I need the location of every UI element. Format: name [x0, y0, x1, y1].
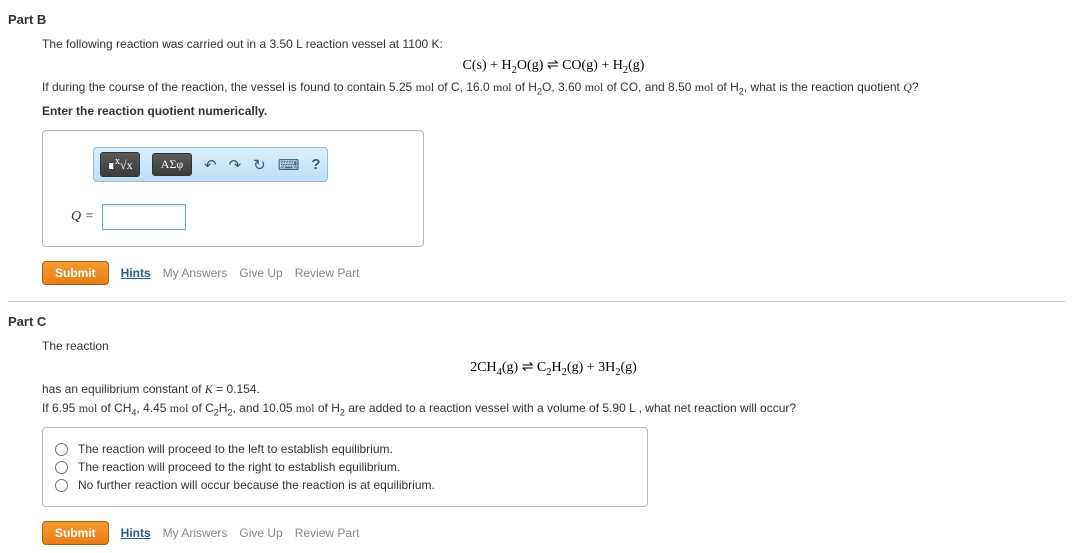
review-part-link[interactable]: Review Part	[295, 526, 360, 540]
mc-option-label: The reaction will proceed to the left to…	[78, 442, 393, 456]
answer-input[interactable]	[102, 204, 186, 230]
part-c-question: If 6.95 mol of CH4, 4.45 mol of C2H2, an…	[42, 401, 1065, 417]
part-c-header: Part C	[8, 314, 1065, 329]
divider	[8, 301, 1065, 302]
mc-option-label: No further reaction will occur because t…	[78, 478, 435, 492]
part-b-header: Part B	[8, 12, 1065, 27]
reset-icon[interactable]: ↻	[253, 156, 266, 174]
part-b-actions: Submit Hints My Answers Give Up Review P…	[42, 261, 1065, 285]
submit-button[interactable]: Submit	[42, 261, 109, 285]
equation-toolbar: ∎x√x ΑΣφ ↶ ↷ ↻ ⌨ ?	[93, 147, 328, 182]
part-c-intro: The reaction	[42, 339, 1065, 353]
redo-icon[interactable]: ↷	[229, 156, 242, 174]
mc-radio[interactable]	[55, 461, 68, 474]
template-button[interactable]: ∎x√x	[100, 152, 140, 177]
part-b-instruction: Enter the reaction quotient numerically.	[42, 104, 1065, 118]
mc-option-label: The reaction will proceed to the right t…	[78, 460, 400, 474]
mc-option[interactable]: The reaction will proceed to the right t…	[55, 460, 635, 474]
part-b-intro: The following reaction was carried out i…	[42, 37, 1065, 51]
submit-button[interactable]: Submit	[42, 521, 109, 545]
mc-radio[interactable]	[55, 479, 68, 492]
undo-icon[interactable]: ↶	[204, 156, 217, 174]
hints-link[interactable]: Hints	[121, 526, 151, 540]
mc-option[interactable]: No further reaction will occur because t…	[55, 478, 635, 492]
review-part-link[interactable]: Review Part	[295, 266, 360, 280]
numeric-input-panel: ∎x√x ΑΣφ ↶ ↷ ↻ ⌨ ? Q =	[42, 130, 424, 247]
give-up-link[interactable]: Give Up	[239, 526, 282, 540]
greek-button[interactable]: ΑΣφ	[152, 153, 192, 176]
part-c-kline: has an equilibrium constant of K = 0.154…	[42, 382, 1065, 397]
my-answers-link[interactable]: My Answers	[163, 266, 228, 280]
part-b-question: If during the course of the reaction, th…	[42, 80, 1065, 96]
mc-option[interactable]: The reaction will proceed to the left to…	[55, 442, 635, 456]
help-icon[interactable]: ?	[311, 156, 320, 173]
part-b-equation: C(s) + H2O(g) ⇌ CO(g) + H2(g)	[42, 57, 1065, 76]
part-c-equation: 2CH4(g) ⇌ C2H2(g) + 3H2(g)	[42, 359, 1065, 378]
multiple-choice-panel: The reaction will proceed to the left to…	[42, 427, 648, 507]
part-c-actions: Submit Hints My Answers Give Up Review P…	[42, 521, 1065, 545]
hints-link[interactable]: Hints	[121, 266, 151, 280]
keyboard-icon[interactable]: ⌨	[278, 156, 300, 174]
give-up-link[interactable]: Give Up	[239, 266, 282, 280]
my-answers-link[interactable]: My Answers	[163, 526, 228, 540]
mc-radio[interactable]	[55, 443, 68, 456]
answer-label: Q =	[71, 209, 94, 225]
